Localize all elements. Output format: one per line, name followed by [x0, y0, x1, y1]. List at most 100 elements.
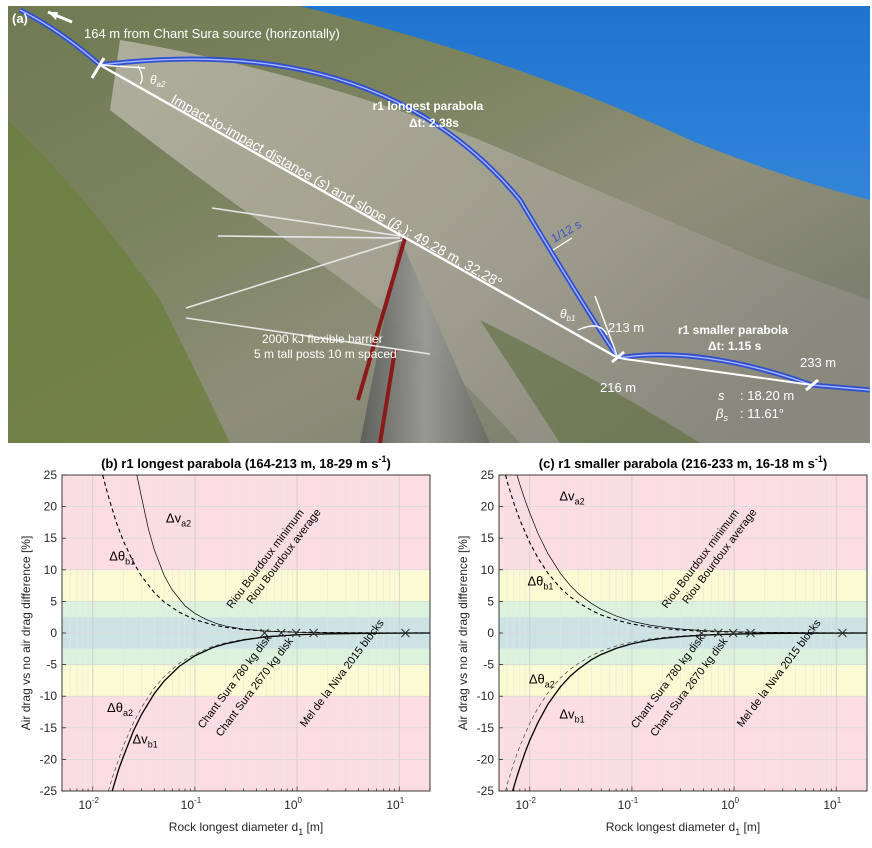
impact-marker-1 [90, 57, 106, 79]
series-label-sub: b1 [125, 556, 135, 566]
marker-stroke [697, 628, 706, 638]
theta-b1-sub: b1 [567, 314, 576, 323]
series-line-1 [505, 475, 867, 634]
theta-b1-arc [577, 325, 608, 336]
x-tick-label: 100 [721, 796, 739, 812]
chart-title-end: ) [387, 456, 391, 471]
source-note: 164 m from Chant Sura source (horizontal… [84, 26, 340, 41]
theta-b1-symbol: θ [560, 307, 567, 321]
y-tick-label: -15 [477, 721, 495, 735]
theta-a2-ref [99, 64, 146, 69]
impact-beta-sub: s [395, 227, 404, 238]
beta-symbol: β [715, 406, 724, 421]
x-tick-label: 101 [823, 796, 841, 812]
y-tick-label: -5 [46, 658, 57, 672]
series-line-1 [102, 475, 430, 634]
y-tick-label: 15 [481, 531, 495, 545]
s-value: 18.20 m [747, 388, 794, 403]
impact-line-long [99, 63, 619, 360]
marker-stroke [291, 628, 301, 638]
x-tick-base: 10 [284, 798, 298, 812]
marker-0 [697, 628, 706, 638]
beta-value: 11.61° [747, 406, 784, 421]
beta-row: βs: 11.61° [715, 406, 784, 423]
x-tick-exp: 0 [735, 796, 740, 805]
x-tick-label: 101 [386, 796, 404, 812]
x-tick-label: 10-1 [618, 796, 639, 812]
series-label-name: Δθ [529, 672, 545, 687]
series-label-1: Δθb1 [527, 574, 553, 592]
marker-3 [309, 628, 318, 638]
chart-title-main: (c) r1 smaller parabola (216-233 m, 16-1… [539, 456, 815, 471]
x-tick-label: 10-2 [79, 796, 100, 812]
series-label-name: Δv [559, 488, 575, 503]
marker-stroke [713, 628, 723, 638]
series-label-sub: a2 [575, 496, 585, 506]
chart-title-main: (b) r1 longest parabola (164-213 m, 18-2… [101, 456, 378, 471]
x-tick-exp: 0 [298, 796, 303, 805]
marker-3 [746, 628, 755, 638]
barrier-line-1: 2000 kJ flexible barrier [262, 332, 383, 346]
y-tick-label: 25 [44, 468, 58, 482]
series-label-sub: a2 [181, 518, 191, 528]
x-tick-base: 10 [386, 798, 400, 812]
y-tick-label: -10 [40, 689, 58, 703]
marker-0 [260, 628, 269, 638]
series-label-3: Δvb1 [559, 706, 584, 724]
series-label-0: Δva2 [559, 488, 584, 506]
series-group [102, 475, 430, 791]
y-tick-label: -15 [40, 721, 58, 735]
x-axis-label-main: Rock longest diameter d [606, 820, 735, 834]
series-label-3: Δvb1 [133, 732, 158, 750]
band-0 [499, 475, 867, 570]
band-6 [499, 696, 867, 791]
x-tick-base: 10 [618, 798, 632, 812]
rock-field [110, 40, 870, 443]
marker-stroke [276, 628, 286, 638]
barrier-post [378, 349, 397, 443]
marker-1 [713, 628, 723, 638]
theta-b1-ref [594, 295, 619, 359]
y-tick-label: 10 [44, 563, 58, 577]
theta-a2-sub: a2 [157, 80, 166, 89]
marker-stroke [838, 628, 847, 638]
marker-4 [401, 628, 410, 638]
y-tick-label: 20 [44, 500, 58, 514]
tick-marker [552, 237, 573, 251]
y-tick-label: -20 [40, 752, 58, 766]
marker-stroke [401, 628, 410, 638]
impact-marker-2 [611, 350, 625, 364]
beta-colon: : [740, 406, 747, 421]
series-label-name: Δθ [527, 574, 543, 589]
s-row: s: 18.20 m [718, 388, 794, 403]
series-label-name: Δv [133, 732, 149, 747]
x-axis-label-sub: 1 [298, 827, 303, 837]
y-tick-label: -5 [483, 658, 494, 672]
x-tick-exp: -1 [631, 796, 639, 805]
y-tick-label: 20 [481, 500, 495, 514]
y-tick-label: -10 [477, 689, 495, 703]
x-tick-exp: -1 [194, 796, 202, 805]
smaller-title: r1 smaller parabola [678, 323, 788, 337]
s-value-colon: : [740, 388, 747, 403]
y-tick-label: 10 [481, 563, 495, 577]
grass-bottom [480, 320, 700, 443]
impact-line-short [617, 357, 813, 386]
chart-title-sup: -1 [379, 454, 387, 464]
marker-stroke [746, 628, 755, 638]
source-arrow-head [48, 12, 58, 20]
chart-title: (b) r1 longest parabola (164-213 m, 18-2… [101, 454, 391, 471]
distance-213: 213 m [608, 320, 644, 335]
x-tick-exp: 1 [837, 796, 842, 805]
barrier-post [356, 237, 407, 401]
y-tick-label: -25 [40, 784, 58, 798]
x-tick-label: 10-2 [516, 796, 537, 812]
marker-2 [728, 628, 738, 638]
series-label-2: Δθa2 [107, 700, 133, 718]
chart-title-end: ) [823, 456, 827, 471]
series-label-1: Δθb1 [109, 548, 135, 566]
longest-parabola-highlight [19, 9, 619, 359]
